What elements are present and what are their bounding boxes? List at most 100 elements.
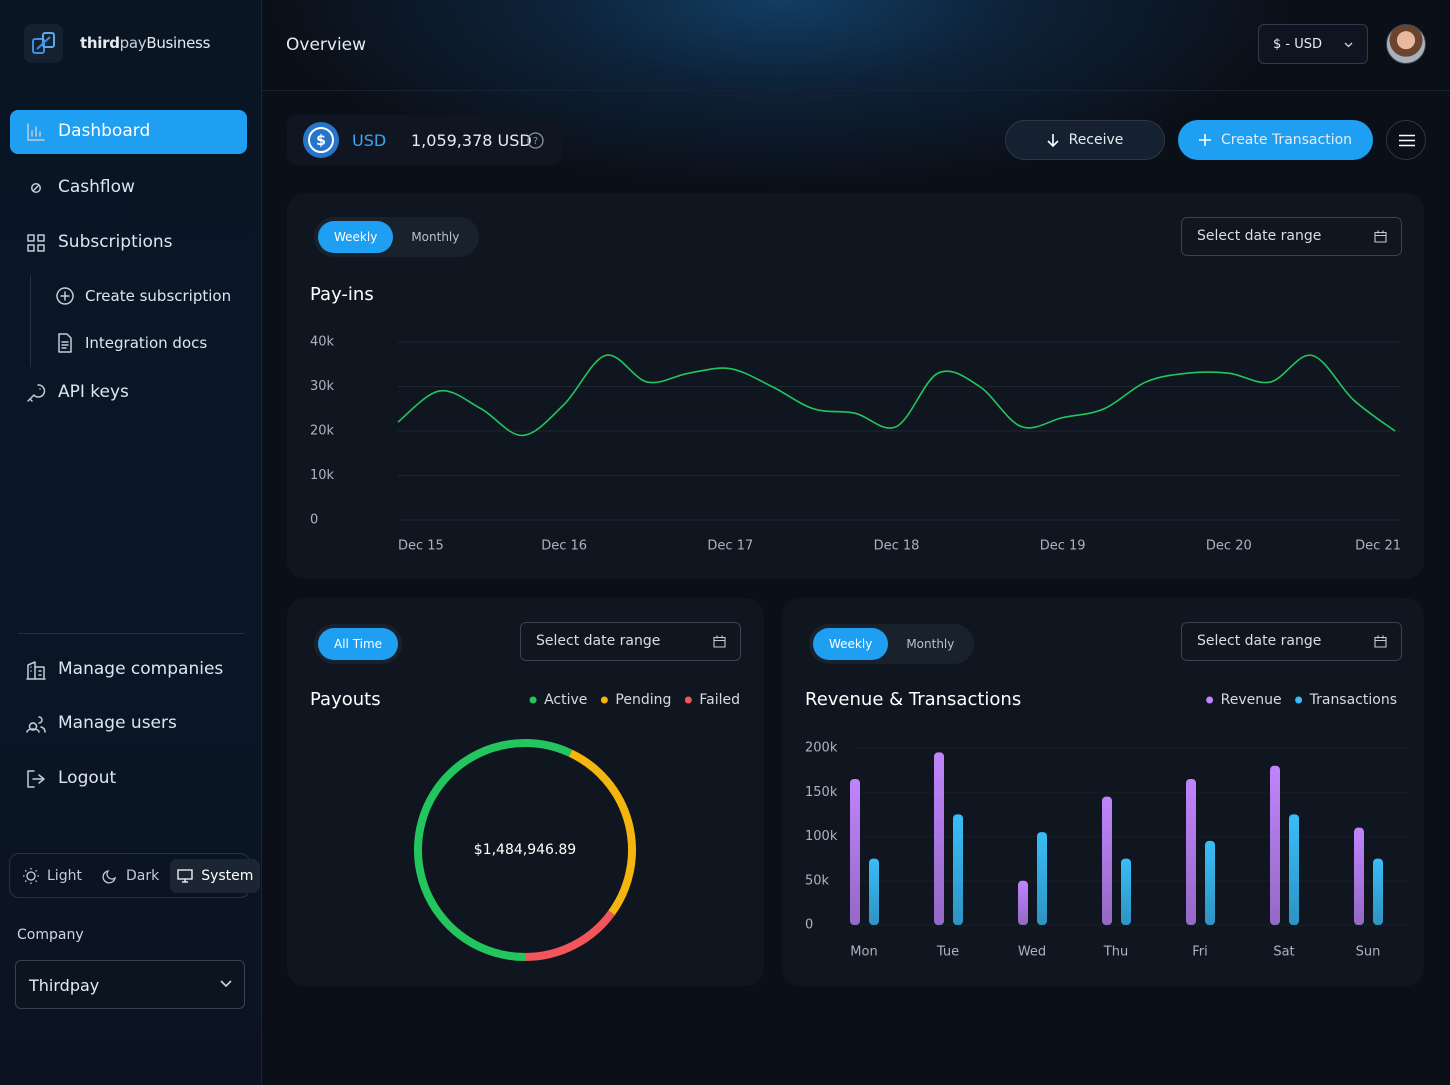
svg-text:$: $ [316, 133, 326, 149]
y-tick-label: 0 [310, 513, 318, 528]
bar [850, 778, 860, 925]
calendar-icon [713, 635, 726, 648]
theme-label: Light [47, 867, 82, 884]
bar [1373, 858, 1383, 925]
icon-path [27, 123, 45, 141]
nav-label: Dashboard [58, 121, 151, 141]
balance-currency: USD [352, 131, 387, 150]
theme-icon [102, 869, 116, 884]
x-tick-label: Dec 21 [1355, 539, 1401, 554]
x-tick-label: Mon [850, 945, 877, 960]
icon-path [26, 716, 46, 733]
theme-option[interactable]: Light [14, 859, 91, 893]
bar [1102, 796, 1112, 925]
theme-option[interactable]: Dark [93, 859, 168, 893]
date-range[interactable]: Select date range [1181, 217, 1402, 256]
chart: Revenue & Transactions 0 50k 100k 150k 200k Mo… [805, 689, 1410, 960]
tab[interactable]: Weekly [813, 628, 889, 660]
x-tick-label: Dec 19 [1040, 539, 1086, 554]
theme-option[interactable]: System [170, 858, 261, 893]
currency-value: $ - USD [1273, 37, 1323, 52]
nav-item[interactable]: Manage users [0, 702, 261, 746]
date-range-label: Select date range [536, 633, 661, 649]
icon-path [1374, 635, 1387, 648]
tab[interactable]: All Time [318, 628, 399, 660]
legend-dot [684, 696, 692, 704]
receive-button[interactable]: Receive [1005, 120, 1165, 160]
subnav-item[interactable]: Create subscription [40, 282, 250, 310]
theme-label: Dark [125, 867, 160, 884]
sidebar: thirdpayBusiness Light Dark System Company… [0, 0, 262, 1085]
icon-path [27, 234, 45, 252]
nav-icon [27, 123, 45, 141]
nav-icon [31, 183, 41, 193]
center-label: $1,484,946.89 [474, 842, 576, 858]
icon-path [31, 183, 41, 193]
chart-title: Payouts [310, 689, 381, 710]
y-tick-label: 40k [310, 335, 335, 350]
icon-path [58, 333, 72, 353]
nav-item[interactable]: Cashflow [0, 166, 261, 210]
date-range[interactable]: Select date range [520, 622, 741, 661]
legend-label: Transactions [1309, 692, 1397, 708]
header-border [262, 90, 1450, 91]
button-label: Create Transaction [1220, 132, 1353, 148]
chart-title: Revenue & Transactions [805, 689, 1021, 710]
tab[interactable]: Weekly [318, 221, 394, 253]
menu-button[interactable] [1386, 120, 1426, 160]
legend-dot [529, 696, 537, 704]
icon-path [26, 661, 46, 680]
nav-item[interactable]: Logout [0, 757, 261, 801]
tabs: Weekly Monthly [314, 217, 480, 257]
subnav-icon [58, 333, 72, 353]
brand: thirdpayBusiness [80, 34, 210, 52]
bar [1121, 858, 1131, 925]
chevron [220, 980, 232, 988]
chart: Payouts $1,484,946.89 Failed Pending Active [310, 689, 740, 961]
x-tick-label: Dec 16 [541, 539, 587, 554]
nav-label: Subscriptions [58, 232, 173, 252]
logo[interactable] [24, 24, 63, 63]
nav-item[interactable]: Dashboard [0, 110, 261, 154]
avatar[interactable] [1386, 24, 1426, 64]
date-range[interactable]: Select date range [1181, 622, 1402, 661]
chevron [1344, 42, 1353, 48]
nav-item[interactable]: Manage companies [0, 648, 261, 692]
donut-segment [524, 910, 615, 961]
company-value: Thirdpay [29, 976, 100, 995]
tab[interactable]: Monthly [906, 637, 955, 651]
nav-item[interactable]: API keys [0, 371, 261, 415]
bar [1289, 814, 1299, 925]
nav-icon [26, 716, 46, 733]
tabs: All Time [314, 624, 403, 664]
icon-path [27, 770, 45, 788]
nav-label: Manage companies [58, 659, 224, 679]
y-tick-label: 30k [310, 379, 335, 394]
legend-label: Revenue [1221, 692, 1282, 708]
nav-icon [27, 234, 45, 252]
company-label: Company [17, 927, 84, 943]
theme-icon [177, 868, 193, 883]
revenue-card: Weekly Monthly Select date range Revenue & … [782, 598, 1424, 986]
nav-label: Logout [58, 768, 117, 788]
bar [1018, 880, 1028, 925]
bar [953, 814, 963, 925]
subnav-item[interactable]: Integration docs [40, 329, 250, 357]
calendar-icon [1374, 635, 1387, 648]
company-select[interactable]: Thirdpay [15, 960, 245, 1009]
x-tick-label: Sun [1356, 945, 1381, 960]
nav-item[interactable]: Subscriptions [0, 221, 261, 265]
subnav-icon [56, 287, 74, 305]
subnav-line [30, 275, 31, 367]
bar [1037, 832, 1047, 925]
bar [934, 752, 944, 925]
theme-label: System [201, 867, 254, 884]
balance-amount: 1,059,378 USD [411, 131, 532, 150]
help-icon[interactable]: ? [527, 132, 544, 149]
currency-select[interactable]: $ - USD [1258, 24, 1368, 64]
date-range-label: Select date range [1197, 228, 1322, 244]
x-tick-label: Dec 15 [398, 539, 444, 554]
create-button[interactable]: Create Transaction [1178, 120, 1373, 160]
chart-title: Pay-ins [310, 284, 374, 305]
tab[interactable]: Monthly [411, 230, 460, 244]
